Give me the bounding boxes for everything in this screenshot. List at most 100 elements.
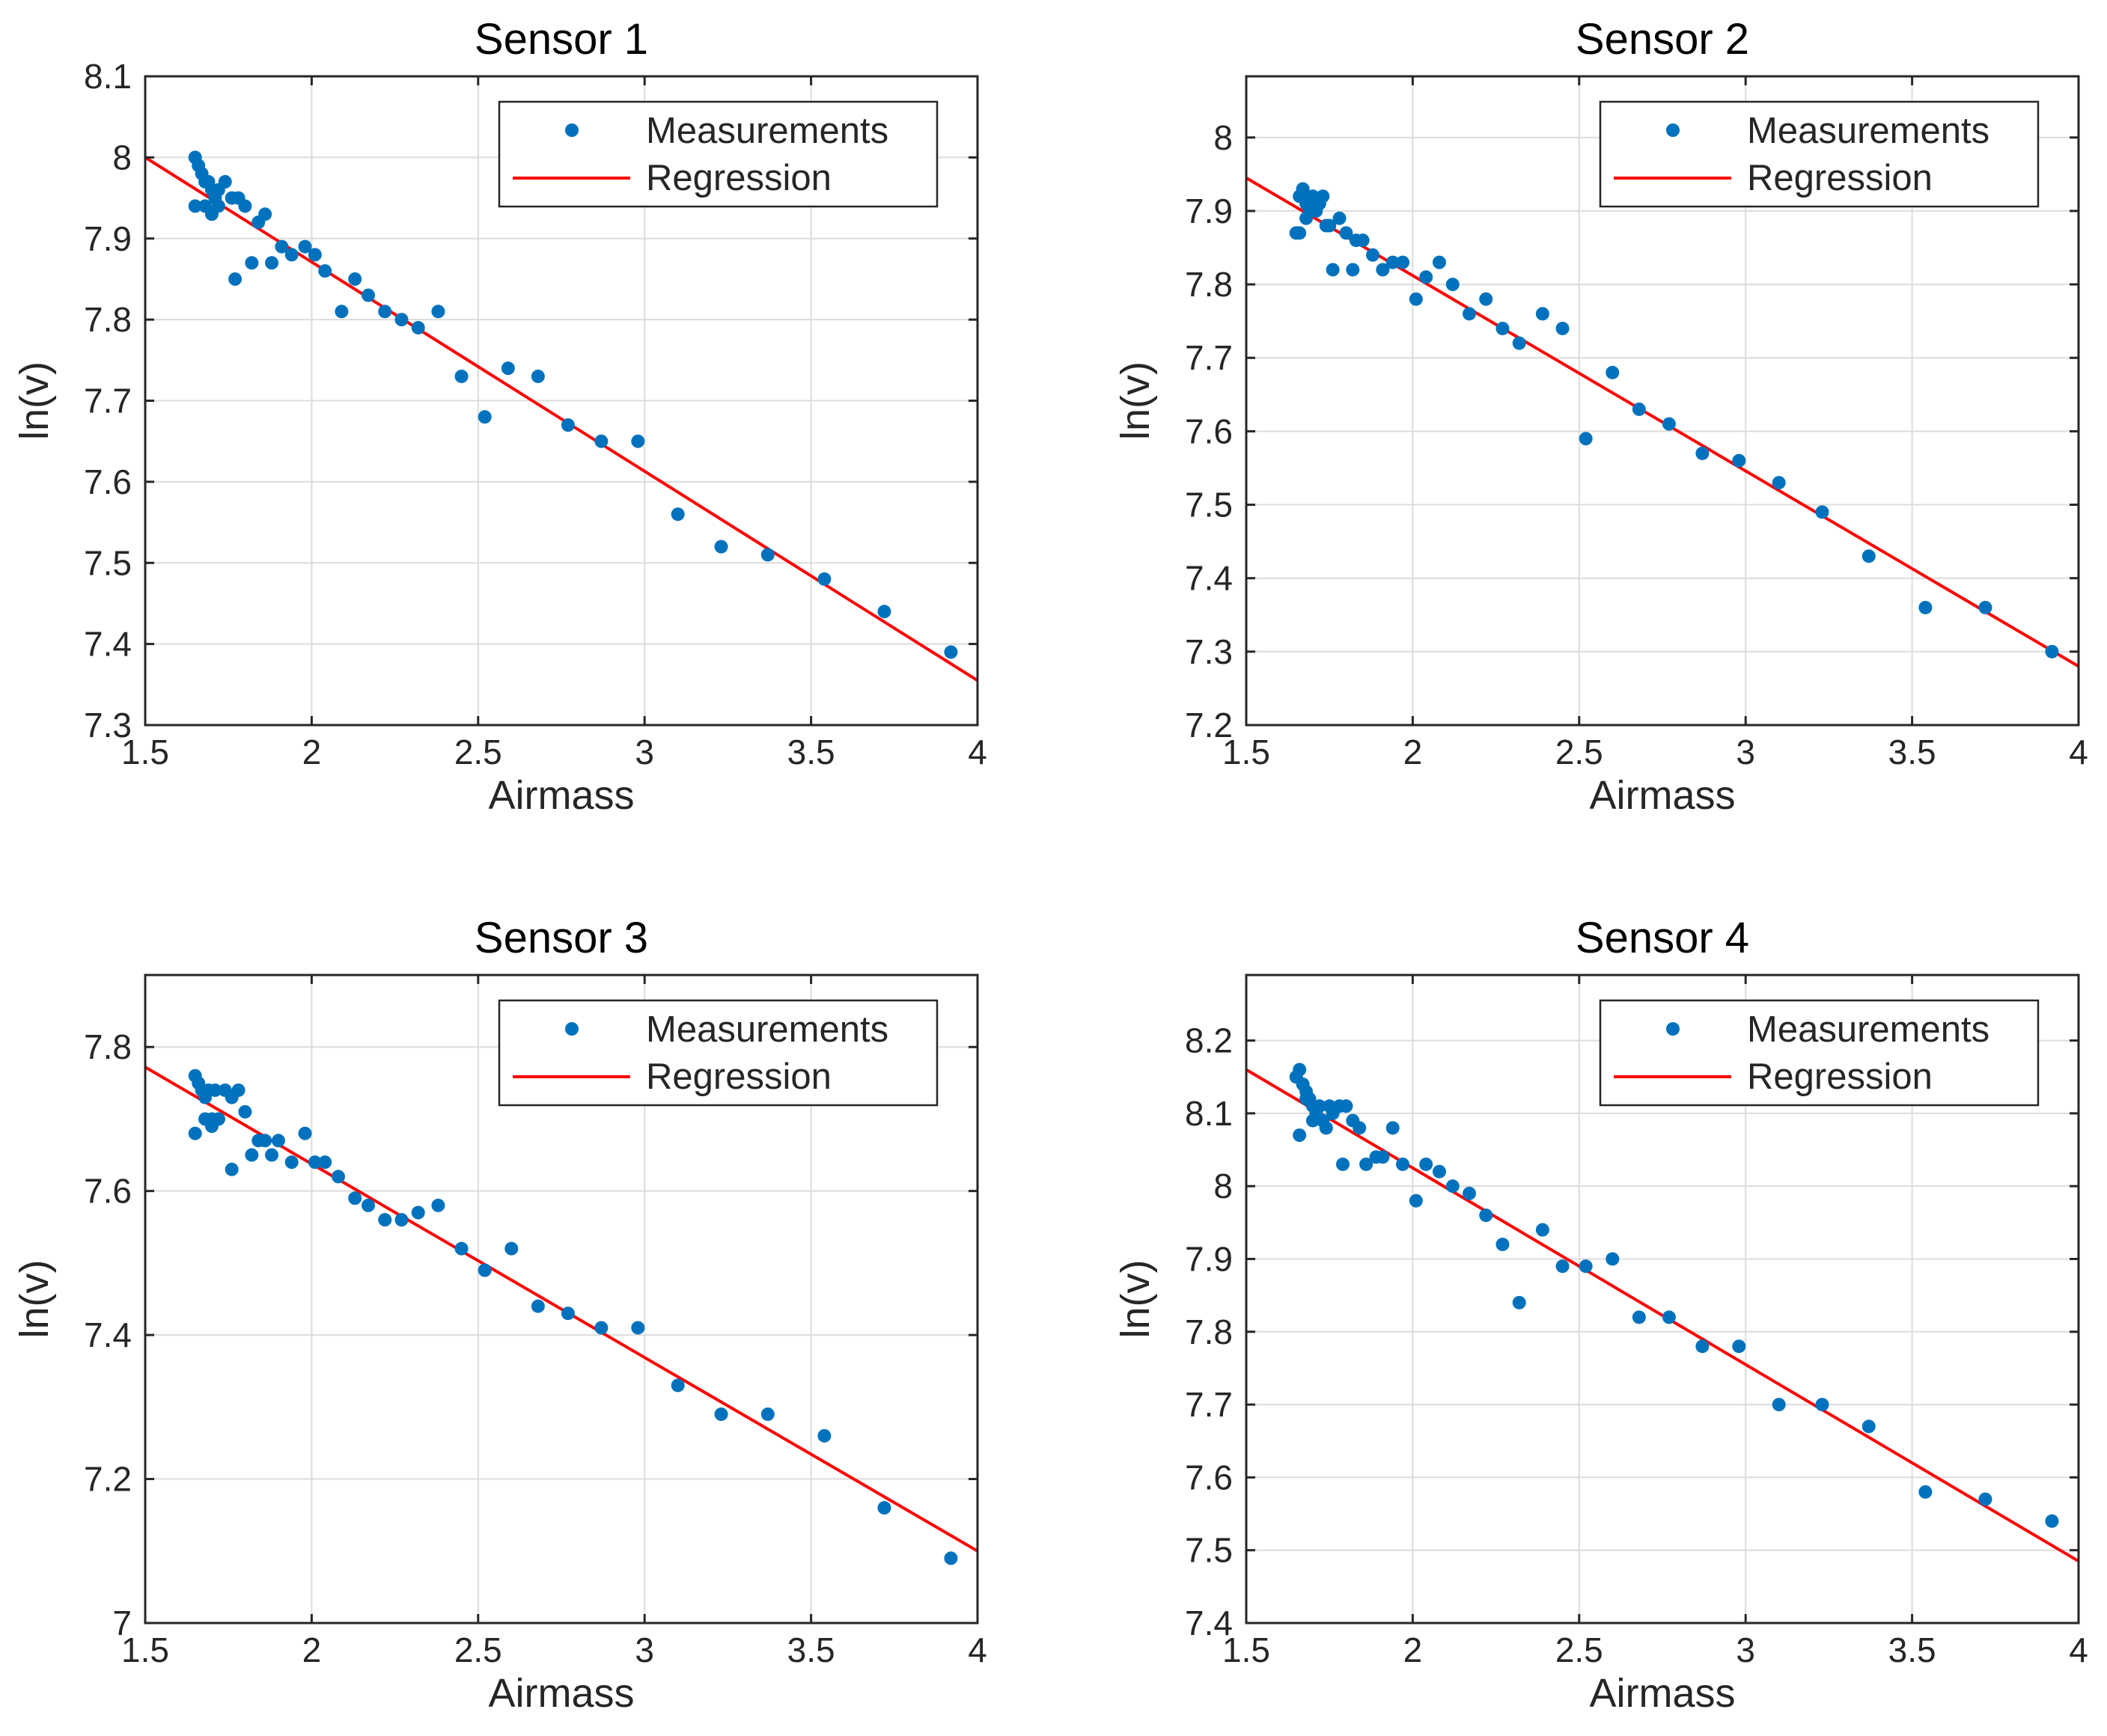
- measurement-point: [817, 1428, 832, 1443]
- data-layer: [145, 150, 978, 682]
- data-layer: [1246, 1063, 2079, 1563]
- y-tick-label: 7.3: [1185, 632, 1233, 671]
- y-tick-label: 8: [1213, 1167, 1233, 1205]
- measurement-point: [1339, 1099, 1353, 1113]
- measurement-point: [1662, 417, 1676, 431]
- y-tick-label: 7.9: [1185, 1239, 1233, 1278]
- measurement-point: [1861, 549, 1876, 563]
- axes-frame: [1245, 75, 2080, 727]
- x-tick-label: 2: [1403, 1630, 1423, 1669]
- measurement-point: [1815, 505, 1829, 519]
- measurement-point: [378, 305, 392, 319]
- measurement-point: [1396, 255, 1410, 269]
- y-tick-label: 7.6: [84, 1172, 132, 1211]
- measurement-point: [944, 1551, 958, 1565]
- measurement-point: [1512, 1295, 1526, 1309]
- measurement-point: [394, 1213, 409, 1227]
- x-tick-label: 2.5: [1555, 1630, 1603, 1669]
- measurement-point: [1346, 263, 1360, 277]
- measurement-point: [561, 1306, 575, 1321]
- measurement-point: [671, 1378, 685, 1393]
- measurement-point: [504, 1241, 519, 1256]
- measurement-point: [1376, 1150, 1390, 1164]
- measurement-point: [265, 256, 279, 270]
- chart-panel-3: 1.5 2 2.5 3 3.5 4 7 7.2 7.4 7.6 7.8 Sensor 3 Airmass…: [12, 914, 987, 1716]
- y-tick-label: 7.9: [1185, 192, 1233, 230]
- chart-panel-2: 1.5 2 2.5 3 3.5 4 7.2 7.3 7.4 7.5 7.6 7.7 7.8 7.9 8 Sen…: [1113, 15, 2088, 818]
- y-tick-label: 7.8: [1185, 1312, 1233, 1351]
- x-axis-label: Airmass: [488, 1671, 634, 1716]
- measurement-point: [225, 1162, 239, 1176]
- measurement-point: [1495, 1238, 1510, 1252]
- measurement-point: [208, 1083, 222, 1097]
- y-tick-label: 7.7: [1185, 338, 1233, 377]
- measurement-point: [877, 1501, 891, 1515]
- measurement-point: [1555, 1259, 1570, 1274]
- measurement-point: [1376, 263, 1390, 277]
- measurement-point: [1305, 197, 1320, 211]
- measurement-point: [944, 645, 958, 659]
- measurement-point: [1732, 453, 1746, 468]
- measurement-point: [561, 418, 575, 433]
- regression-line: [1246, 177, 2079, 668]
- legend-measurements-label: Measurements: [646, 1009, 888, 1050]
- measurement-point: [308, 248, 322, 262]
- measurement-point: [431, 1198, 445, 1212]
- y-tick-label: 7.7: [84, 382, 132, 421]
- measurement-point: [1772, 1398, 1786, 1412]
- x-tick-label: 3.5: [787, 1630, 835, 1669]
- measurement-point: [478, 410, 492, 424]
- measurement-point: [631, 1321, 645, 1335]
- measurement-point: [284, 1155, 299, 1170]
- legend: Measurements Regression: [1599, 100, 2040, 208]
- y-tick-label: 7.5: [1185, 486, 1233, 525]
- legend-measurements-marker: [565, 1022, 579, 1036]
- axes-frame: [144, 974, 979, 1625]
- y-tick-label: 7.4: [84, 625, 132, 664]
- measurement-point: [1335, 1157, 1350, 1171]
- measurement-point: [348, 272, 362, 286]
- measurement-point: [411, 320, 425, 334]
- measurement-point: [1535, 307, 1549, 321]
- measurement-point: [231, 1083, 246, 1097]
- x-tick-label: 1.5: [1222, 733, 1270, 771]
- measurement-point: [1606, 365, 1620, 379]
- measurement-point: [1353, 1121, 1367, 1135]
- measurement-point: [1579, 432, 1593, 446]
- measurement-point: [431, 305, 445, 319]
- measurement-point: [1359, 1157, 1373, 1171]
- x-tick-label: 1.5: [1222, 1630, 1270, 1669]
- y-tick-label: 8.1: [84, 57, 132, 96]
- measurement-point: [1463, 307, 1477, 321]
- measurement-point: [1555, 321, 1570, 335]
- measurement-point: [714, 1407, 728, 1421]
- x-tick-label: 1.5: [121, 733, 169, 771]
- measurement-point: [1419, 1157, 1433, 1171]
- measurement-point: [1732, 1339, 1746, 1354]
- chart-title: Sensor 3: [475, 914, 648, 962]
- y-tick-label: 7: [112, 1604, 132, 1642]
- x-tick-label: 4: [968, 733, 987, 771]
- x-tick-label: 3.5: [1888, 1630, 1936, 1669]
- x-tick-label: 4: [2069, 733, 2088, 771]
- x-axis-label: Airmass: [1589, 773, 1735, 818]
- measurement-point: [760, 1407, 775, 1421]
- x-tick-label: 3: [1736, 733, 1755, 771]
- x-tick-label: 3: [635, 1630, 654, 1669]
- measurement-point: [1815, 1398, 1829, 1412]
- measurement-point: [238, 199, 252, 213]
- measurement-point: [335, 305, 349, 319]
- measurement-point: [362, 1198, 376, 1212]
- chart-title: Sensor 4: [1576, 914, 1749, 962]
- measurement-point: [531, 369, 545, 383]
- measurement-point: [1479, 1208, 1493, 1223]
- measurement-point: [1293, 226, 1307, 240]
- y-tick-label: 7.2: [1185, 706, 1233, 745]
- measurement-point: [1296, 182, 1310, 196]
- measurement-point: [218, 174, 232, 189]
- measurement-point: [478, 1263, 492, 1277]
- measurement-point: [594, 1321, 609, 1335]
- legend-measurements-marker: [1666, 1022, 1680, 1036]
- measurement-point: [1356, 233, 1370, 248]
